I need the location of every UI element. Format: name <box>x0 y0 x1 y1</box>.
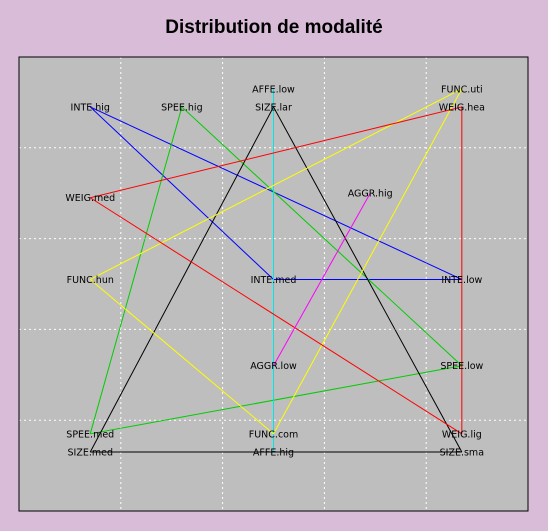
point-label: AGGR.low <box>250 361 297 372</box>
point-label: WEIG.med <box>65 193 115 204</box>
series-segment <box>89 106 183 434</box>
series-segment <box>89 106 274 453</box>
point-label: SPEE.low <box>440 361 483 372</box>
plot-border <box>18 56 529 512</box>
point-label: INTE.med <box>251 275 297 286</box>
point-labels: INTE.hig SPEE.hig AFFE.low SIZE.lar FUNC.uti… <box>65 84 485 458</box>
series-lines <box>89 88 463 453</box>
series-segment <box>90 106 463 280</box>
point-label: SIZE.lar <box>255 102 292 113</box>
series-segment <box>89 279 274 435</box>
point-label: AFFE.low <box>252 84 295 95</box>
point-label: AFFE.hig <box>253 447 294 458</box>
point-label: SIZE.sma <box>440 447 484 458</box>
series-segment <box>273 192 371 366</box>
series-segment <box>273 88 463 435</box>
series-segment <box>181 106 463 367</box>
grid <box>19 57 528 511</box>
point-label: AGGR.hig <box>348 189 393 200</box>
point-label: WEIG.lig <box>442 429 482 440</box>
chart-title: Distribution de modalité <box>165 17 383 38</box>
point-label: SPEE.med <box>66 429 114 440</box>
point-label: INTE.low <box>441 275 482 286</box>
point-label: WEIG.hea <box>439 102 485 113</box>
point-label: FUNC.com <box>249 429 298 440</box>
series-segment <box>89 106 274 280</box>
point-label: INTE.hig <box>71 102 110 113</box>
series-segment <box>89 197 463 435</box>
series-segment <box>90 88 463 280</box>
point-label: SIZE.med <box>68 447 114 458</box>
point-label: FUNC.hun <box>67 275 114 286</box>
point-label: FUNC.uti <box>441 84 483 95</box>
series-segment <box>90 365 462 435</box>
series-segment <box>273 106 463 453</box>
series-segment <box>90 106 462 199</box>
point-label: SPEE.hig <box>161 102 202 113</box>
